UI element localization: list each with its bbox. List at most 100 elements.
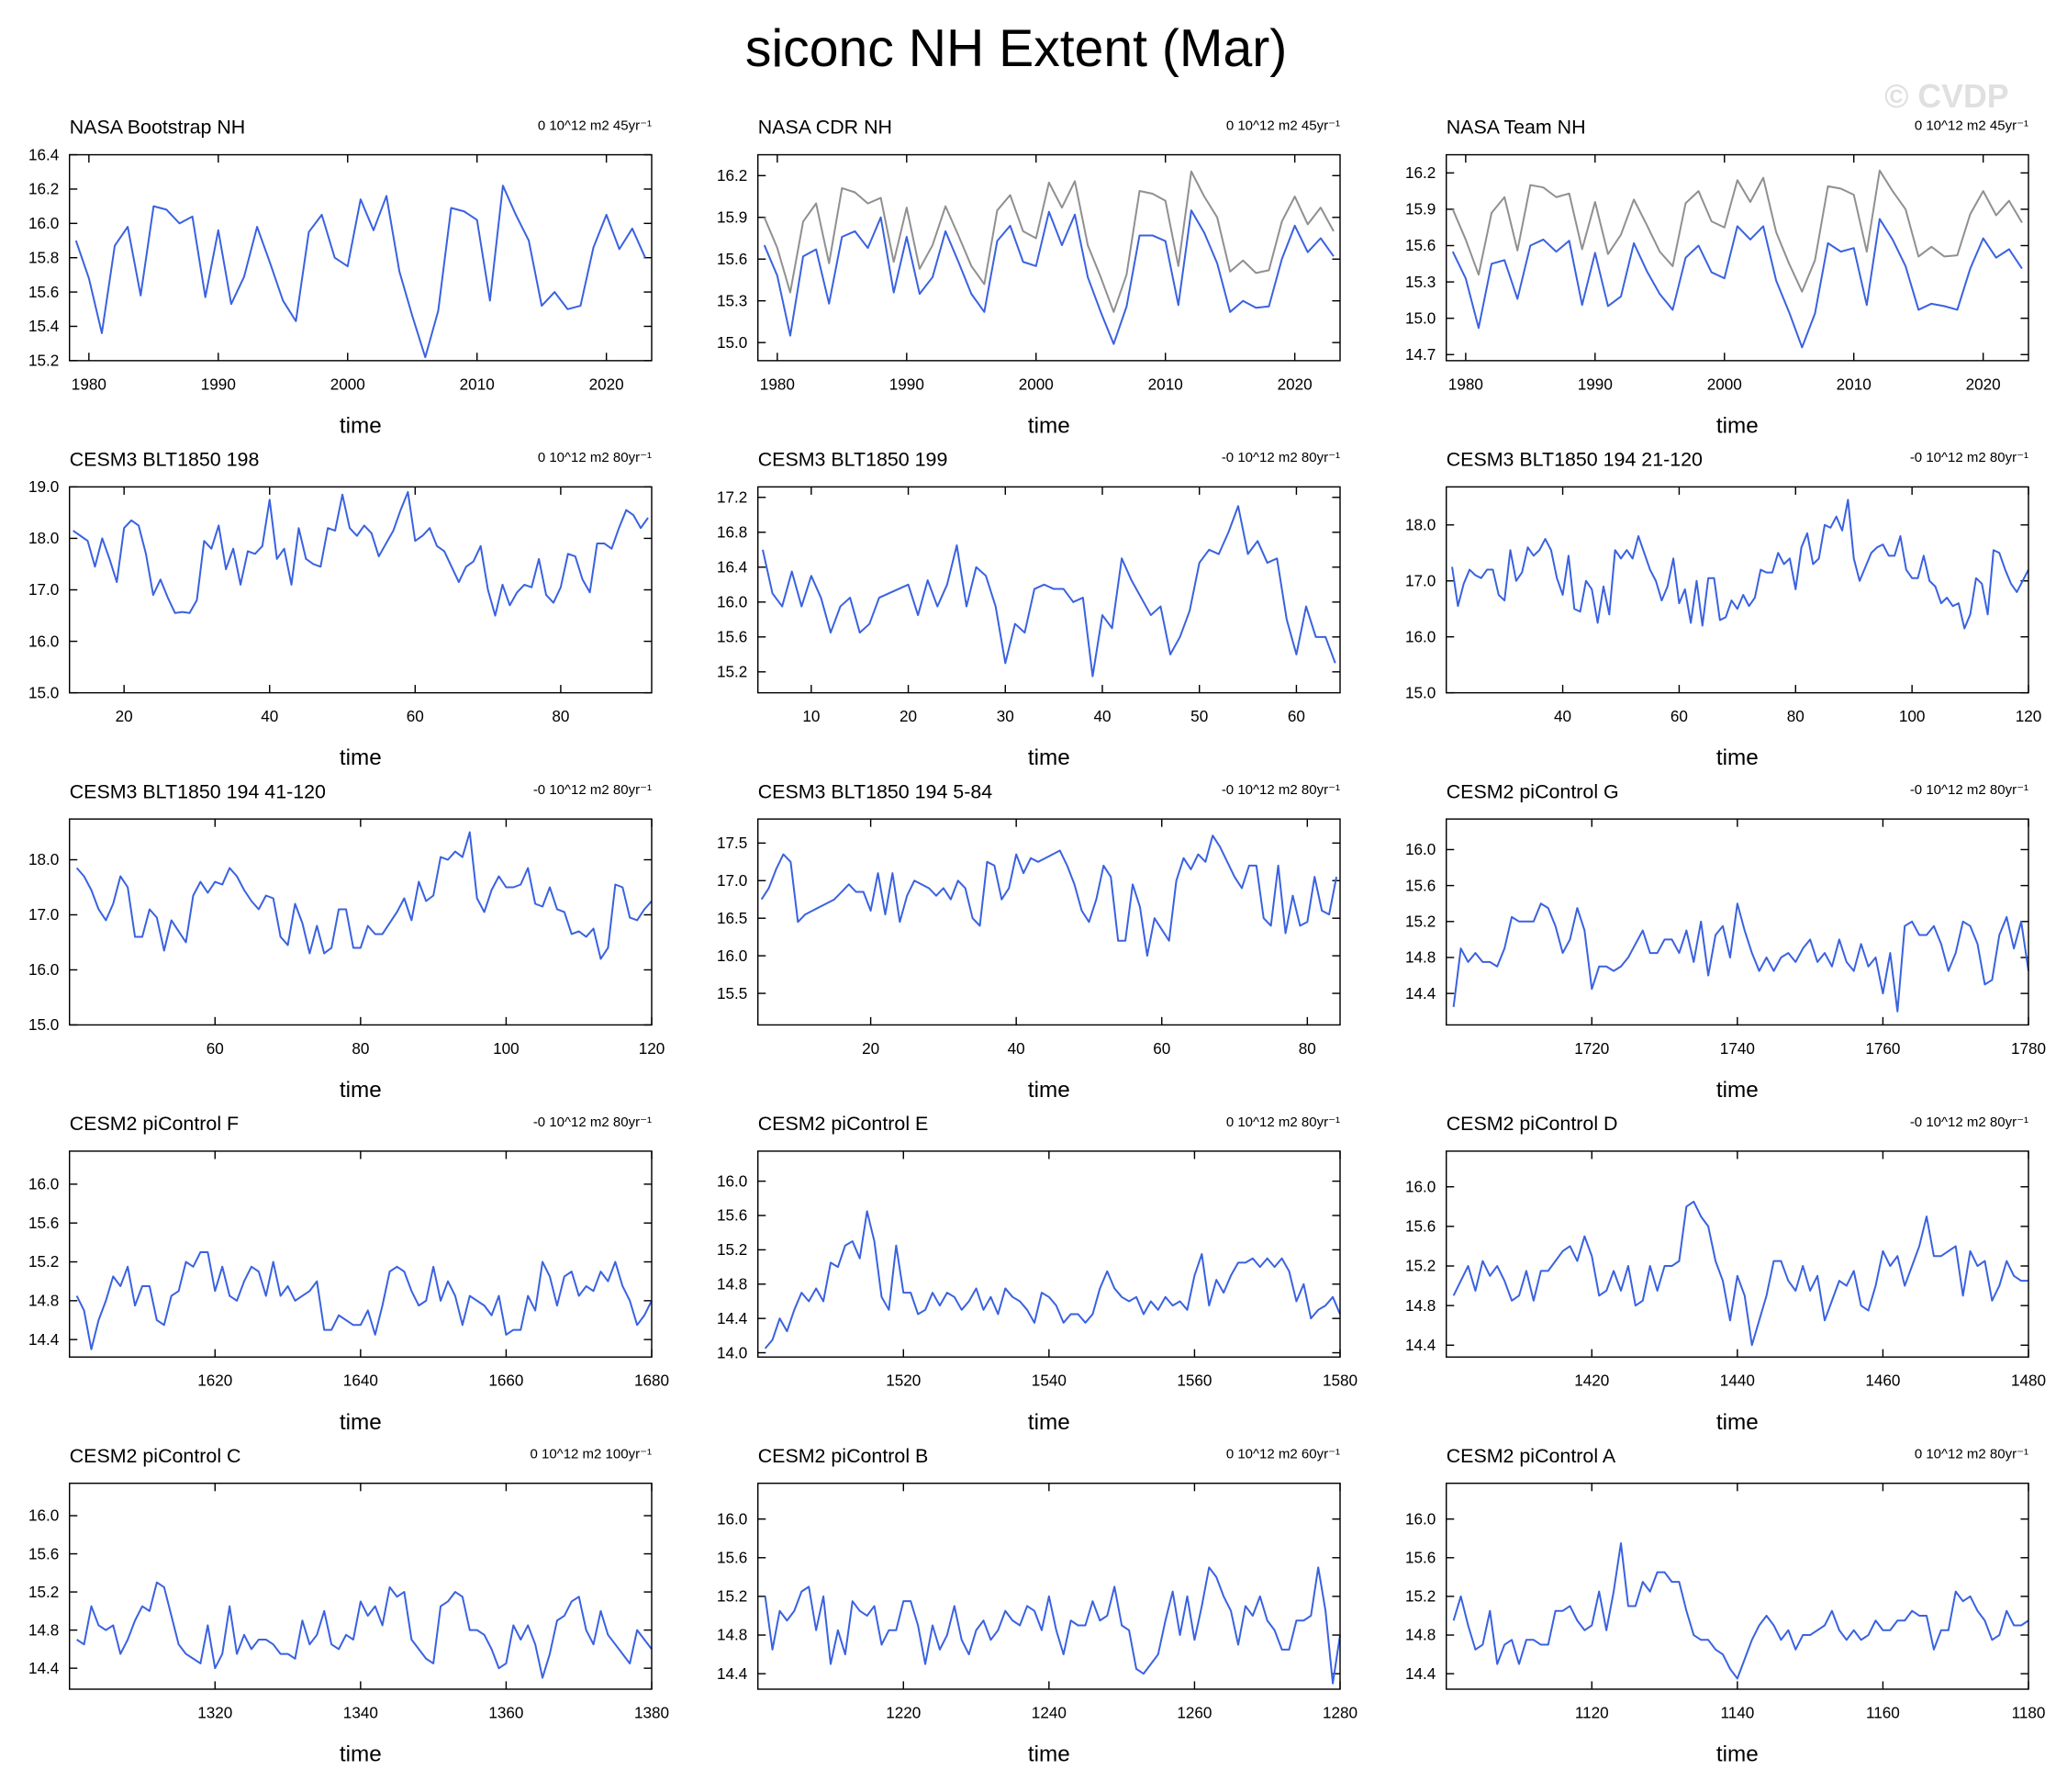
panel-title: CESM3 BLT1850 194 41-120	[70, 780, 326, 802]
y-tick-label: 15.6	[1405, 1549, 1436, 1567]
series-line	[764, 1210, 1341, 1350]
series-line	[764, 1566, 1341, 1685]
x-tick-label: 1380	[634, 1703, 669, 1721]
y-tick-label: 15.2	[28, 1252, 59, 1271]
x-tick-label: 1120	[1575, 1703, 1609, 1721]
x-tick-label: 1780	[2011, 1039, 2046, 1058]
x-tick-label: 80	[552, 707, 569, 725]
y-tick-label: 15.0	[717, 333, 747, 352]
x-tick-label: 1440	[1720, 1372, 1755, 1390]
trend-label: -0 10^12 m2 80yr⁻¹	[533, 1114, 652, 1130]
series-line	[1452, 1200, 2028, 1347]
x-tick-label: 80	[1299, 1039, 1316, 1058]
y-tick-label: 15.5	[717, 984, 747, 1002]
x-tick-label: 1760	[1865, 1039, 1900, 1058]
y-tick-label: 15.6	[717, 628, 747, 646]
page-title: siconc NH Extent (Mar)	[745, 19, 1287, 78]
y-tick-label: 14.4	[28, 1330, 60, 1349]
series-line	[763, 209, 1335, 345]
trend-label: -0 10^12 m2 80yr⁻¹	[1910, 450, 2028, 465]
x-tick-label: 40	[1093, 707, 1111, 725]
x-axis-label: time	[1716, 413, 1759, 438]
x-tick-label: 1520	[886, 1372, 921, 1390]
x-tick-label: 40	[261, 707, 278, 725]
x-tick-label: 1980	[1448, 375, 1483, 393]
x-tick-label: 30	[997, 707, 1014, 725]
x-tick-label: 1680	[634, 1372, 669, 1390]
y-tick-label: 14.8	[28, 1292, 59, 1310]
y-tick-label: 16.0	[1405, 1509, 1436, 1528]
panel-title: CESM3 BLT1850 198	[70, 448, 260, 470]
x-tick-label: 1140	[1720, 1703, 1754, 1721]
y-tick-label: 15.9	[1405, 200, 1436, 218]
y-tick-label: 15.6	[28, 283, 59, 301]
plot-frame	[757, 486, 1341, 694]
trend-label: -0 10^12 m2 80yr⁻¹	[1222, 782, 1340, 798]
x-tick-label: 1540	[1032, 1372, 1067, 1390]
x-axis-label: time	[340, 413, 382, 438]
y-tick-label: 15.2	[717, 1587, 747, 1606]
plot-frame	[69, 1482, 653, 1690]
y-tick-label: 15.3	[717, 291, 747, 309]
panel-title: CESM2 piControl D	[1447, 1113, 1618, 1135]
series-line	[73, 490, 649, 617]
y-tick-label: 14.8	[28, 1620, 59, 1639]
x-tick-label: 1240	[1032, 1703, 1067, 1721]
y-tick-label: 16.2	[1405, 163, 1436, 182]
y-tick-label: 14.4	[28, 1659, 60, 1677]
x-tick-label: 60	[407, 707, 424, 725]
y-tick-label: 16.0	[28, 1506, 59, 1525]
y-tick-label: 15.6	[717, 1549, 747, 1567]
y-tick-label: 17.0	[28, 905, 59, 924]
x-tick-label: 1720	[1574, 1039, 1609, 1058]
x-tick-label: 1420	[1574, 1372, 1609, 1390]
x-tick-label: 20	[862, 1039, 879, 1058]
x-tick-label: 2000	[1019, 375, 1054, 393]
y-tick-label: 15.0	[1405, 683, 1436, 701]
trend-label: -0 10^12 m2 80yr⁻¹	[1222, 450, 1340, 465]
y-tick-label: 15.0	[1405, 308, 1436, 327]
y-tick-label: 16.0	[28, 632, 59, 650]
x-axis-label: time	[340, 1410, 382, 1435]
y-tick-label: 17.2	[717, 487, 747, 506]
series-line	[74, 185, 646, 359]
x-tick-label: 80	[352, 1039, 369, 1058]
y-tick-label: 15.6	[28, 1544, 59, 1562]
series-line	[762, 505, 1336, 678]
series-line	[1452, 1541, 2029, 1680]
plot-frame	[69, 153, 653, 362]
x-tick-label: 100	[1899, 707, 1926, 725]
y-tick-label: 16.8	[717, 522, 747, 541]
y-tick-label: 16.2	[717, 166, 747, 185]
y-tick-label: 15.6	[717, 250, 747, 268]
x-axis-label: time	[1716, 745, 1759, 770]
y-tick-label: 17.5	[717, 834, 747, 852]
plot-frame	[757, 153, 1341, 362]
x-tick-label: 2010	[1148, 375, 1183, 393]
x-tick-label: 2020	[589, 375, 624, 393]
trend-label: 0 10^12 m2 45yr⁻¹	[1915, 118, 2028, 133]
trend-label: -0 10^12 m2 80yr⁻¹	[533, 782, 652, 798]
x-axis-label: time	[1028, 413, 1070, 438]
y-tick-label: 16.0	[28, 1175, 59, 1193]
x-tick-label: 40	[1554, 707, 1571, 725]
x-tick-label: 2020	[1278, 375, 1313, 393]
y-tick-label: 15.9	[717, 207, 747, 226]
y-tick-label: 16.5	[717, 909, 747, 927]
plot-frame	[69, 818, 653, 1026]
y-tick-label: 16.0	[717, 946, 747, 965]
y-tick-label: 16.0	[717, 1509, 747, 1528]
x-tick-label: 2010	[460, 375, 495, 393]
y-tick-label: 15.2	[1405, 913, 1436, 931]
y-tick-label: 15.6	[717, 1206, 747, 1225]
x-axis-label: time	[1028, 1410, 1070, 1435]
trend-label: -0 10^12 m2 80yr⁻¹	[1910, 782, 2028, 798]
x-tick-label: 40	[1008, 1039, 1025, 1058]
x-axis-label: time	[1028, 1078, 1070, 1103]
x-tick-label: 1360	[488, 1703, 523, 1721]
panel-title: CESM2 piControl F	[70, 1113, 239, 1135]
series-line	[1451, 169, 2023, 293]
y-tick-label: 14.4	[717, 1664, 748, 1683]
x-tick-label: 120	[639, 1039, 665, 1058]
